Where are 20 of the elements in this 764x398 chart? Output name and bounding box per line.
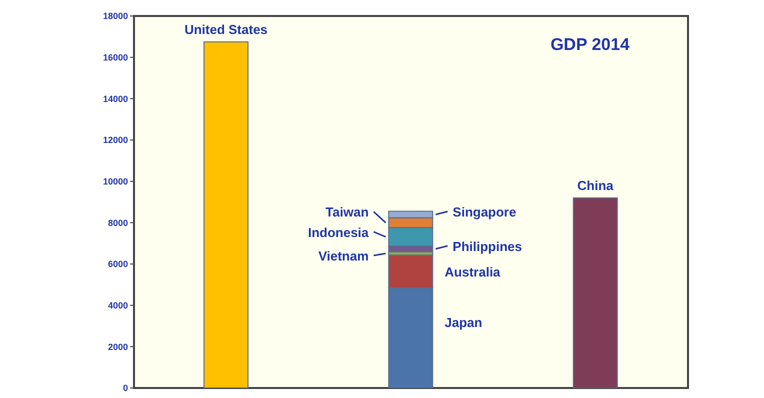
- y-tick-label: 14000: [102, 94, 128, 104]
- series-label: United States: [184, 22, 268, 37]
- y-tick-label: 6000: [108, 259, 128, 270]
- series-label: Taiwan: [326, 204, 369, 220]
- series-label: China: [577, 178, 614, 193]
- series-label: Australia: [444, 264, 502, 280]
- y-tick-label: 0: [122, 383, 128, 394]
- series-label: Japan: [444, 314, 482, 330]
- y-tick-label: 18000: [102, 11, 128, 22]
- series-label: Vietnam: [318, 248, 369, 264]
- series-label: Singapore: [452, 204, 516, 220]
- series-label: Philippines: [452, 238, 522, 254]
- y-tick-label: 4000: [108, 300, 128, 311]
- y-tick-label: 12000: [102, 135, 128, 146]
- y-tick-label: 10000: [102, 176, 128, 187]
- y-tick-label: 2000: [108, 342, 128, 352]
- series-label: Indonesia: [308, 224, 370, 240]
- text: GDP 2014: [550, 35, 630, 54]
- y-tick-label: 8000: [108, 218, 128, 228]
- y-tick-label: 16000: [102, 52, 128, 63]
